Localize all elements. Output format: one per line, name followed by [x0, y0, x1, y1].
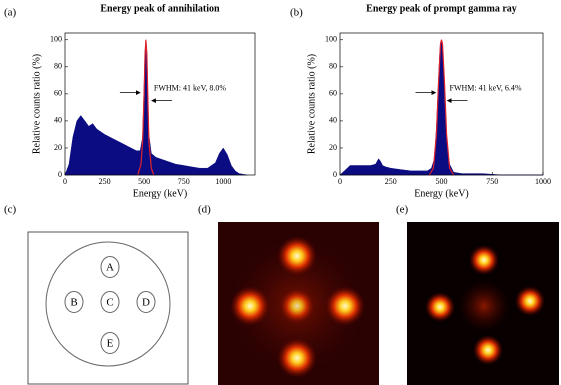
figure: (a) Energy peak of annihilation Energy (ke…	[0, 0, 561, 385]
spectrum-area	[340, 40, 543, 175]
x-tick-label: 500	[138, 177, 150, 186]
y-tick-label: 60	[54, 89, 62, 98]
insert-label: A	[106, 262, 114, 274]
x-tick-label: 250	[99, 177, 111, 186]
insert-label: D	[142, 297, 150, 309]
chart-title: Energy peak of prompt gamma ray	[366, 3, 517, 14]
image-e	[407, 222, 559, 385]
image-d	[218, 222, 379, 385]
insert-label: C	[106, 297, 113, 309]
chart-title: Energy peak of annihilation	[100, 3, 220, 14]
x-tick-label: 1000	[535, 177, 551, 186]
panel-label: (b)	[290, 7, 303, 19]
annotation: FWHM: 41 keV, 8.0%	[154, 83, 226, 92]
y-tick-label: 100	[50, 35, 62, 44]
x-tick-label: 500	[436, 177, 448, 186]
x-tick-label: 0	[63, 177, 67, 186]
y-tick-label: 0	[333, 170, 337, 179]
y-tick-label: 60	[329, 89, 337, 98]
panel-label: (e)	[396, 204, 409, 216]
y-tick-label: 20	[329, 143, 337, 152]
panel-label: (a)	[4, 7, 17, 19]
spectrum-area	[65, 40, 247, 175]
y-tick-label: 80	[329, 62, 337, 71]
x-tick-label: 1000	[215, 177, 231, 186]
y-tick-label: 80	[54, 62, 62, 71]
x-tick-label: 750	[178, 177, 190, 186]
y-tick-label: 20	[54, 143, 62, 152]
annotation: FWHM: 41 keV, 6.4%	[450, 83, 522, 92]
panel-label: (c)	[4, 204, 17, 216]
y-tick-label: 40	[54, 116, 62, 125]
x-tick-label: 250	[385, 177, 397, 186]
x-axis-label: Energy (keV)	[414, 188, 469, 199]
y-axis-label: Relative counts ratio (%)	[31, 54, 42, 154]
x-axis-label: Energy (keV)	[133, 188, 188, 199]
y-tick-label: 40	[329, 116, 337, 125]
panel-label: (d)	[198, 204, 211, 216]
x-tick-label: 0	[338, 177, 342, 186]
y-axis-label: Relative counts ratio (%)	[306, 54, 317, 154]
y-tick-label: 0	[58, 170, 62, 179]
y-tick-label: 100	[325, 35, 337, 44]
x-tick-label: 750	[486, 177, 498, 186]
insert-label: E	[107, 338, 114, 350]
insert-label: B	[70, 297, 77, 309]
